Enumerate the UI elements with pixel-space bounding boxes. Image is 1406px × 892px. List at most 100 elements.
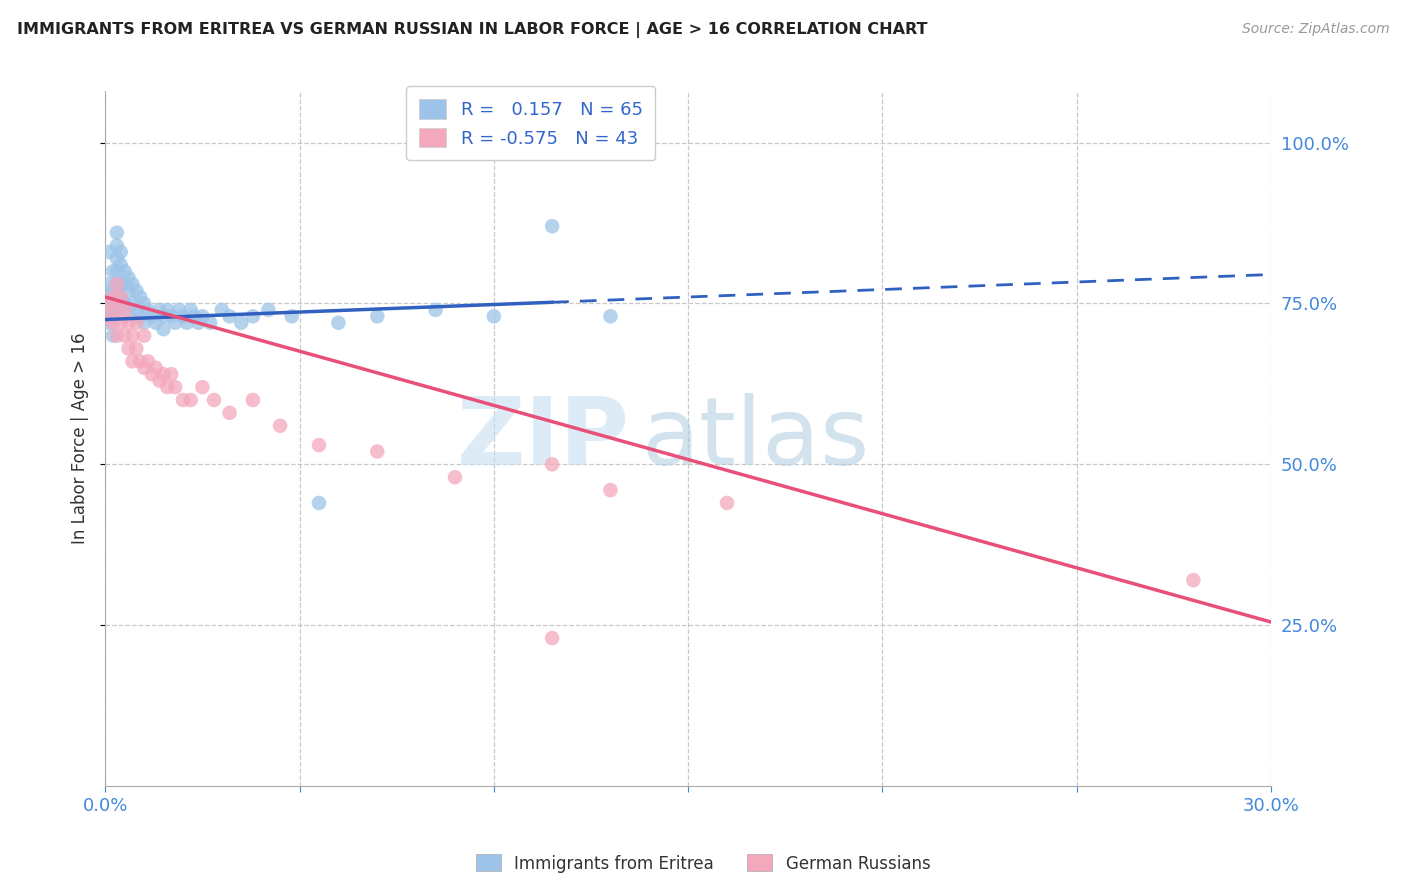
Point (160, 368, 183, 382)
Point (105, 277, 128, 292)
Point (105, 252, 128, 266)
Point (98, 296, 121, 310)
Point (98, 244, 121, 259)
Point (132, 296, 155, 310)
Point (218, 406, 240, 420)
Text: ZIP: ZIP (457, 392, 630, 484)
Point (308, 496, 330, 510)
Point (599, 310, 621, 324)
Point (101, 316, 124, 330)
Point (167, 302, 190, 317)
Point (129, 310, 152, 324)
Point (98, 290, 121, 304)
Point (180, 392, 202, 407)
Point (105, 264, 128, 278)
Point (599, 483, 621, 497)
Point (101, 296, 124, 310)
Point (425, 302, 447, 317)
Point (125, 342, 148, 356)
Point (98, 277, 121, 292)
Point (141, 368, 163, 382)
Point (110, 277, 132, 292)
Point (281, 310, 304, 324)
Point (101, 290, 124, 304)
Point (541, 219, 564, 234)
Point (110, 316, 132, 330)
Point (444, 470, 467, 484)
Point (198, 316, 221, 330)
Point (257, 302, 280, 317)
Point (114, 328, 136, 343)
Point (180, 302, 202, 317)
Point (176, 316, 198, 330)
Point (218, 310, 240, 324)
Point (101, 328, 124, 343)
Point (172, 310, 194, 324)
Point (117, 342, 139, 356)
Point (183, 310, 205, 324)
Point (110, 290, 132, 304)
Point (105, 302, 128, 317)
Point (129, 290, 152, 304)
Point (98, 310, 121, 324)
Point (105, 277, 128, 292)
Point (136, 354, 159, 368)
Point (136, 302, 159, 317)
Point (132, 328, 155, 343)
Point (132, 360, 155, 375)
Point (152, 310, 174, 324)
Point (1182, 573, 1205, 587)
Point (187, 316, 209, 330)
Point (114, 277, 136, 292)
Y-axis label: In Labor Force | Age > 16: In Labor Force | Age > 16 (72, 333, 89, 544)
Point (269, 418, 291, 433)
Text: atlas: atlas (641, 392, 870, 484)
Point (125, 316, 148, 330)
Point (125, 284, 148, 298)
Point (328, 316, 350, 330)
Point (98, 316, 121, 330)
Point (160, 310, 183, 324)
Point (366, 444, 388, 458)
Point (211, 302, 233, 317)
Point (716, 496, 738, 510)
Point (172, 392, 194, 407)
Point (141, 310, 163, 324)
Point (98, 302, 121, 317)
Point (152, 322, 174, 336)
Point (105, 328, 128, 343)
Point (117, 302, 139, 317)
Point (482, 310, 505, 324)
Legend: R =   0.157   N = 65, R = -0.575   N = 43: R = 0.157 N = 65, R = -0.575 N = 43 (406, 87, 655, 161)
Point (145, 360, 167, 375)
Point (125, 302, 148, 317)
Point (156, 380, 179, 394)
Point (132, 316, 155, 330)
Point (242, 392, 264, 407)
Point (117, 270, 139, 285)
Point (105, 302, 128, 317)
Text: IMMIGRANTS FROM ERITREA VS GERMAN RUSSIAN IN LABOR FORCE | AGE > 16 CORRELATION : IMMIGRANTS FROM ERITREA VS GERMAN RUSSIA… (17, 22, 928, 38)
Point (101, 310, 124, 324)
Point (308, 438, 330, 452)
Point (366, 310, 388, 324)
Point (121, 354, 143, 368)
Point (202, 392, 225, 407)
Point (121, 296, 143, 310)
Point (114, 302, 136, 317)
Point (121, 328, 143, 343)
Point (117, 284, 139, 298)
Point (149, 374, 172, 388)
Point (541, 631, 564, 645)
Point (145, 316, 167, 330)
Point (121, 277, 143, 292)
Point (149, 302, 172, 317)
Point (110, 290, 132, 304)
Point (101, 264, 124, 278)
Text: Source: ZipAtlas.com: Source: ZipAtlas.com (1241, 22, 1389, 37)
Point (191, 310, 214, 324)
Point (105, 290, 128, 304)
Point (541, 458, 564, 472)
Point (152, 368, 174, 382)
Point (165, 380, 187, 394)
